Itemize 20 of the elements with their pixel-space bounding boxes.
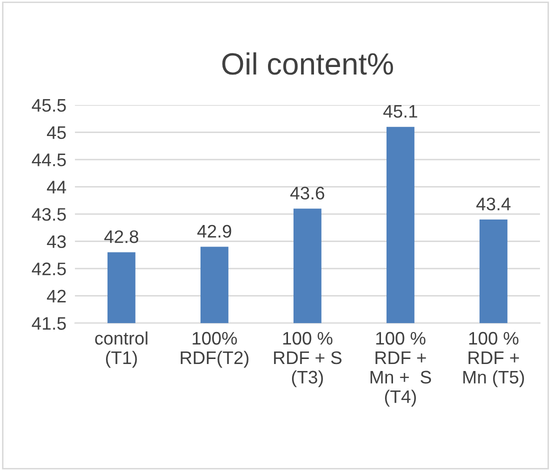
y-tick-label: 41.5 <box>32 317 66 330</box>
data-label: 43.6 <box>290 186 324 200</box>
data-label: 42.9 <box>197 224 232 238</box>
y-tick-label: 42 <box>46 290 66 302</box>
y-tick-label: 44 <box>46 180 66 194</box>
data-label: 45.1 <box>383 105 418 118</box>
data-label: 42.8 <box>104 230 138 244</box>
x-tick-label: 100 % RDF + Mn + S (T4) <box>370 332 431 407</box>
y-tick-label: 45 <box>46 126 66 140</box>
x-tick-label: 100 % RDF + Mn (T5) <box>463 332 524 388</box>
y-tick-label: 43.5 <box>32 208 66 221</box>
x-tick-label: 100% RDF(T2) <box>180 332 248 368</box>
chart-title: Oil content% <box>222 52 393 75</box>
x-tick-label: control (T1) <box>95 331 148 368</box>
y-tick-label: 43 <box>46 235 66 248</box>
y-tick-label: 42.5 <box>32 262 66 276</box>
y-tick-label: 45.5 <box>32 99 66 112</box>
y-tick-label: 44.5 <box>32 154 66 166</box>
data-label: 43.4 <box>476 198 511 210</box>
x-tick-label: 100 % RDF + S (T3) <box>274 332 342 388</box>
